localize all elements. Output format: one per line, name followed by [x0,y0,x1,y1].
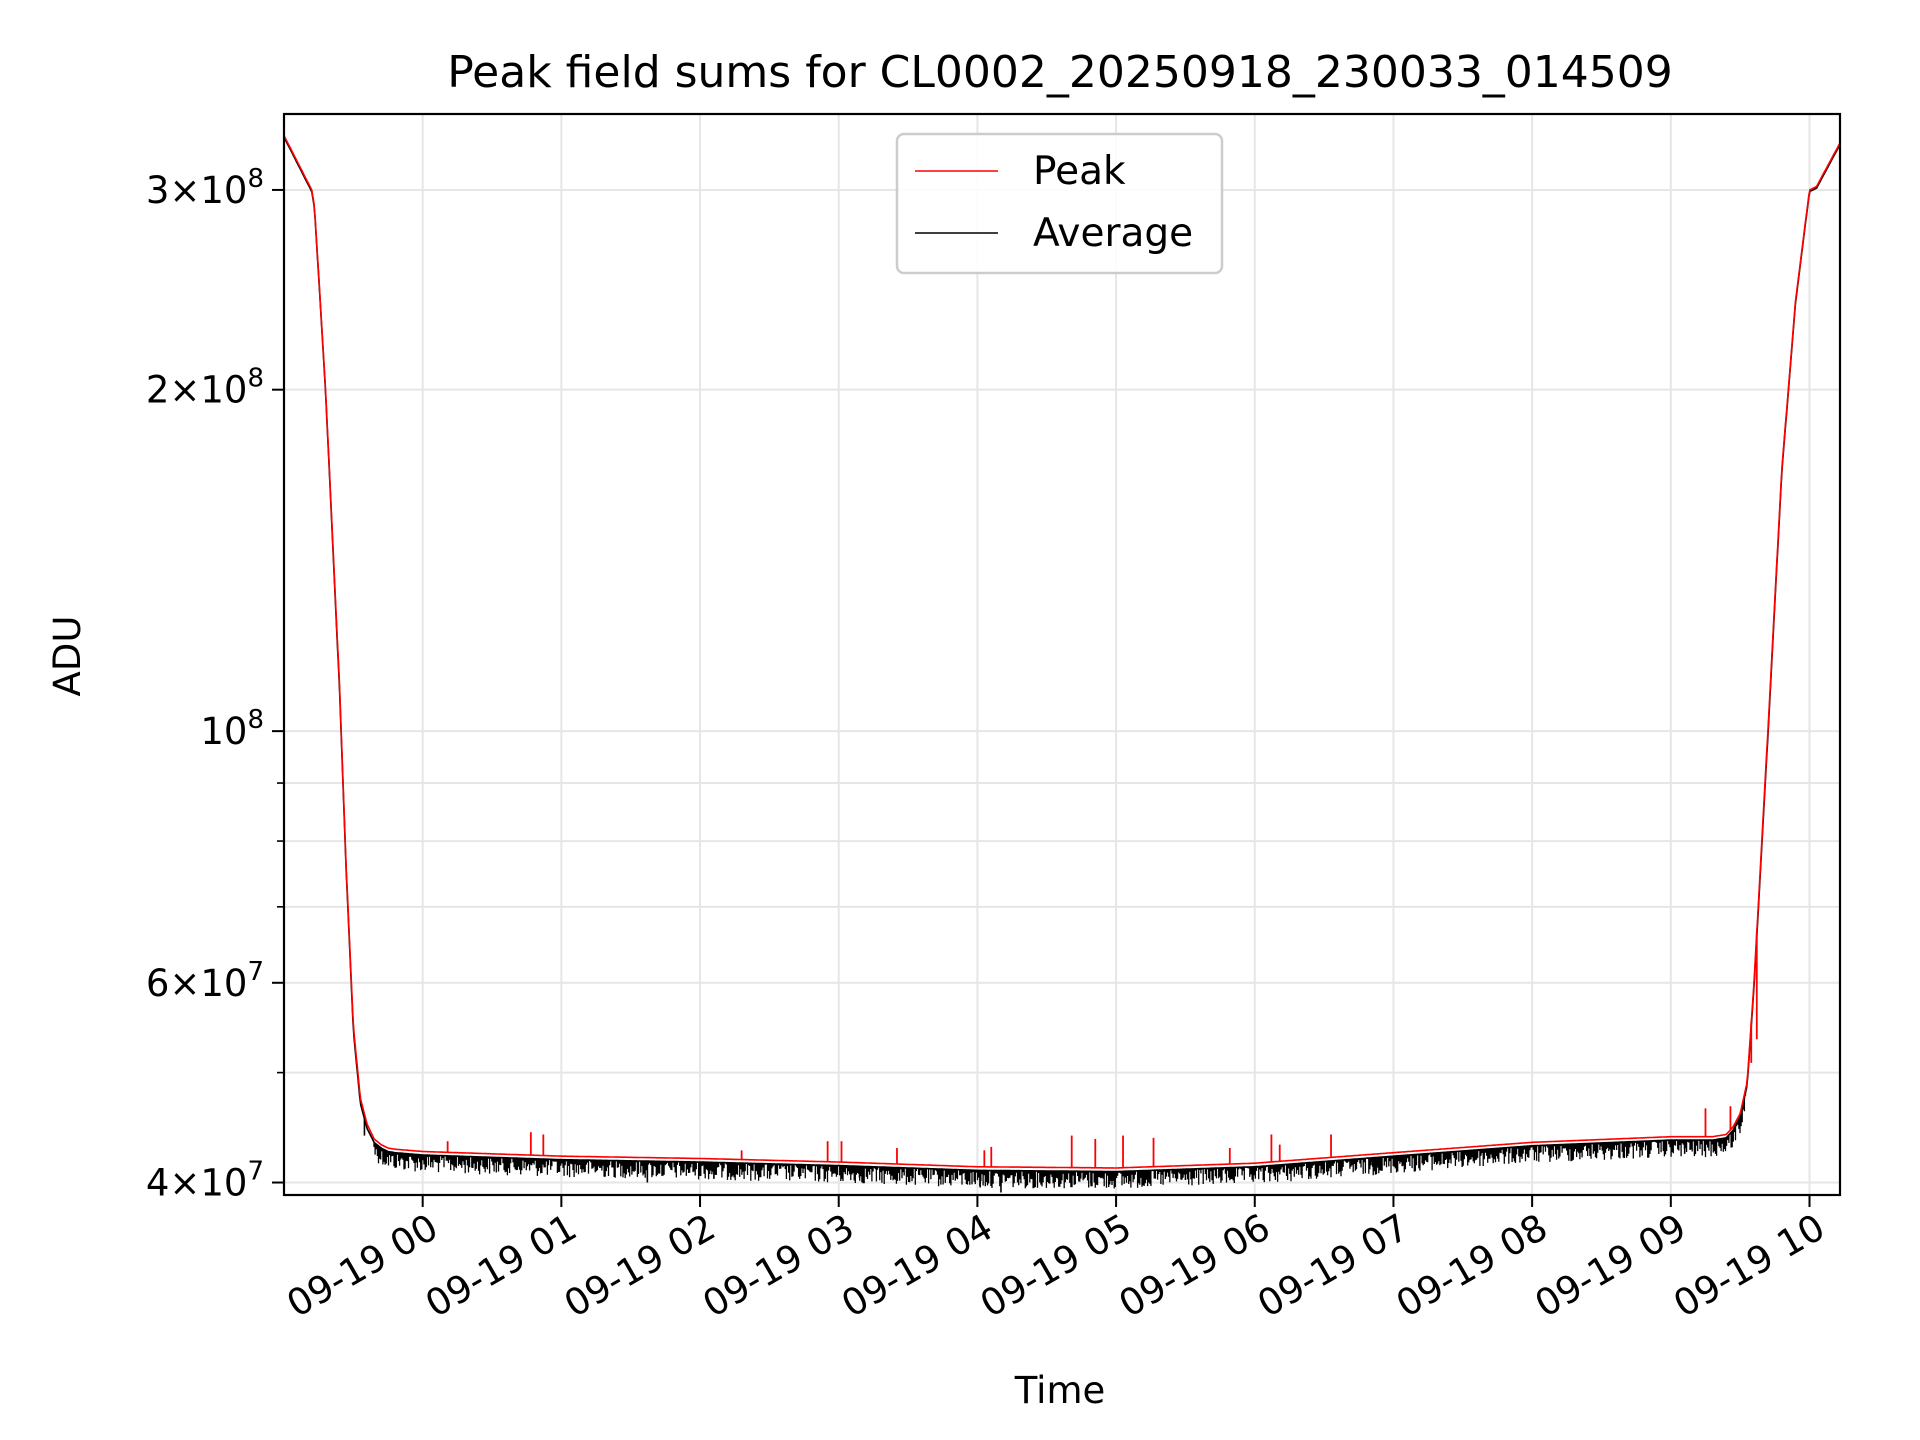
y-axis-label: ADU [46,616,89,697]
average-series-noise [374,1087,1748,1189]
y-tick-label: 108 [200,705,264,753]
y-tick-label: 2×108 [146,364,264,412]
y-tick-label: 6×107 [146,957,264,1005]
axes-frame [282,112,1842,1197]
y-tick-label: 3×108 [146,164,264,212]
x-axis-label: Time [1014,1369,1106,1412]
legend-peak-label: Peak [1033,149,1126,194]
axes-background [284,114,1840,1195]
y-tick-label: 4×107 [146,1157,264,1205]
legend: Peak Average [895,132,1224,275]
chart-title: Peak field sums for CL0002_20250918_2300… [447,47,1673,98]
legend-average-label: Average [1033,211,1193,256]
legend-box [895,132,1224,275]
